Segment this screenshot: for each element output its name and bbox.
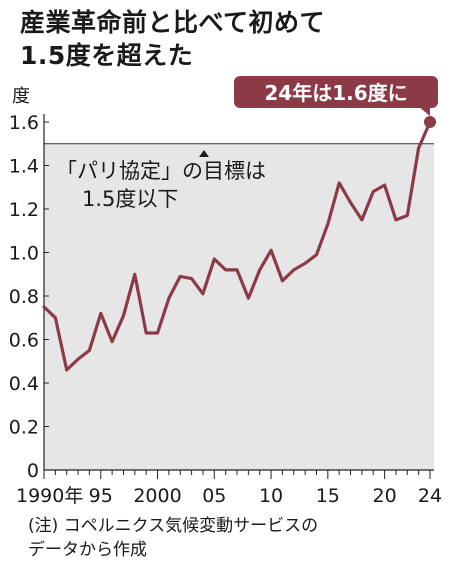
x-tick-label: 1990年 <box>16 485 83 507</box>
x-tick-label: 15 <box>316 485 340 507</box>
x-tick-label: 20 <box>372 485 396 507</box>
y-tick-label: 0.8 <box>9 286 39 308</box>
y-tick-label: 0.2 <box>9 417 39 439</box>
y-tick-label: 0.4 <box>9 373 39 395</box>
x-tick-label: 05 <box>202 485 226 507</box>
x-tick-label: 10 <box>259 485 283 507</box>
end-point-marker <box>424 116 436 128</box>
target-band-label-line-1: 「パリ協定」の目標は <box>56 159 266 183</box>
x-tick-label: 24 <box>418 485 442 507</box>
x-axis-ticks: 1990年 95 2000 05 10 15 20 24 <box>16 470 442 507</box>
source-note-line-1: (注) コペルニクス気候変動サービスの <box>28 516 319 536</box>
y-tick-label: 1.6 <box>9 112 39 134</box>
y-tick-label: 1.2 <box>9 199 39 221</box>
triangle-marker-icon <box>199 150 209 157</box>
callout-text: 24年は1.6度に <box>264 81 407 105</box>
y-axis-unit-label: 度 <box>12 86 30 107</box>
target-band-label-line-2: 1.5度以下 <box>82 187 178 211</box>
chart-title: 産業革命前と比べて初めて 1.5度を超えた <box>20 6 325 72</box>
y-tick-label: 1.4 <box>9 156 39 178</box>
source-note-line-2: データから作成 <box>28 540 147 560</box>
target-band-label: 「パリ協定」の目標は 1.5度以下 <box>56 150 266 211</box>
series-line <box>42 120 432 372</box>
callout-annotation: 24年は1.6度に <box>234 76 438 116</box>
y-tick-label: 0 <box>27 460 39 482</box>
title-line-1: 産業革命前と比べて初めて <box>20 8 326 37</box>
y-axis-ticks: 0 0.2 0.4 0.6 0.8 1.0 1.2 1.4 1.6 <box>9 112 49 482</box>
x-tick-label: 95 <box>89 485 113 507</box>
y-tick-label: 1.0 <box>9 243 39 265</box>
y-tick-label: 0.6 <box>9 330 39 352</box>
callout-box <box>234 76 438 108</box>
callout-pointer <box>418 106 430 116</box>
title-line-2: 1.5度を超えた <box>20 41 194 70</box>
source-note: (注) コペルニクス気候変動サービスの データから作成 <box>28 514 318 562</box>
x-tick-label: 2000 <box>133 485 181 507</box>
